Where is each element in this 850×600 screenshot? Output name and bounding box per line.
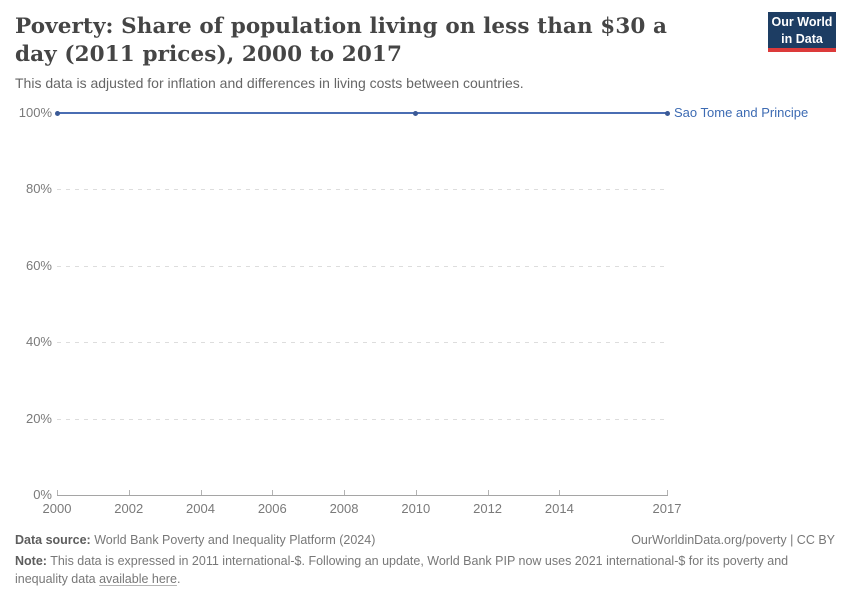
owid-logo-line1: Our World bbox=[771, 15, 833, 29]
chart-footer: Data source: World Bank Poverty and Ineq… bbox=[15, 531, 835, 588]
chart-subtitle: This data is adjusted for inflation and … bbox=[15, 75, 524, 91]
y-tick-label-0: 0% bbox=[33, 487, 52, 502]
gridline-60 bbox=[57, 265, 667, 267]
x-tick-label-2006: 2006 bbox=[257, 501, 287, 516]
y-tick-label-40: 40% bbox=[25, 334, 52, 350]
data-source-text: World Bank Poverty and Inequality Platfo… bbox=[90, 533, 376, 547]
series-dot-sao-tome-and-principe-2000[interactable] bbox=[54, 110, 60, 116]
data-source-line: Data source: World Bank Poverty and Ineq… bbox=[15, 531, 375, 549]
note-text: This data is expressed in 2011 internati… bbox=[15, 554, 789, 587]
footer-note: Note: This data is expressed in 2011 int… bbox=[15, 552, 835, 588]
x-tick-2004 bbox=[200, 490, 202, 495]
y-tick-label-100: 100% bbox=[18, 105, 52, 120]
x-tick-2006 bbox=[272, 490, 274, 495]
series-dot-sao-tome-and-principe-2017[interactable] bbox=[664, 110, 670, 116]
y-tick-label-80: 80% bbox=[25, 181, 52, 197]
chart-title: Poverty: Share of population living on l… bbox=[15, 14, 668, 67]
x-tick-label-2002: 2002 bbox=[114, 501, 144, 516]
y-tick-label-20: 20% bbox=[25, 410, 52, 426]
x-tick-2002 bbox=[128, 490, 130, 495]
x-tick-2012 bbox=[487, 490, 489, 495]
note-label: Note: bbox=[15, 554, 47, 569]
owid-logo-line2: in Data bbox=[781, 32, 823, 46]
x-tick-2017 bbox=[667, 490, 668, 495]
x-tick-label-2014: 2014 bbox=[544, 501, 574, 516]
x-tick-label-2000: 2000 bbox=[42, 501, 72, 516]
x-tick-2000 bbox=[57, 490, 58, 495]
x-tick-label-2012: 2012 bbox=[473, 501, 503, 516]
x-tick-2010 bbox=[415, 490, 417, 495]
gridline-80 bbox=[57, 189, 667, 191]
gridline-20 bbox=[57, 418, 667, 420]
series-label-sao-tome-and-principe[interactable]: Sao Tome and Principe bbox=[674, 105, 809, 120]
x-tick-label-2008: 2008 bbox=[329, 501, 359, 516]
x-tick-2014 bbox=[559, 490, 561, 495]
x-axis-line bbox=[57, 495, 668, 496]
series-line-sao-tome-and-principe[interactable] bbox=[57, 112, 667, 114]
available-here-link[interactable]: available here bbox=[99, 572, 177, 587]
x-tick-label-2004: 2004 bbox=[186, 501, 215, 516]
attribution-link[interactable]: OurWorldinData.org/poverty | CC BY bbox=[631, 533, 835, 547]
note-text-end: . bbox=[176, 572, 181, 587]
x-tick-2008 bbox=[344, 490, 346, 495]
x-tick-label-2017: 2017 bbox=[652, 501, 682, 516]
gridline-40 bbox=[57, 342, 667, 344]
y-tick-label-60: 60% bbox=[25, 257, 52, 273]
x-tick-label-2010: 2010 bbox=[401, 501, 431, 516]
series-dot-sao-tome-and-principe-2010[interactable] bbox=[413, 110, 419, 116]
data-source-label: Data source: bbox=[15, 533, 91, 547]
owid-logo[interactable]: Our World in Data bbox=[768, 12, 836, 52]
